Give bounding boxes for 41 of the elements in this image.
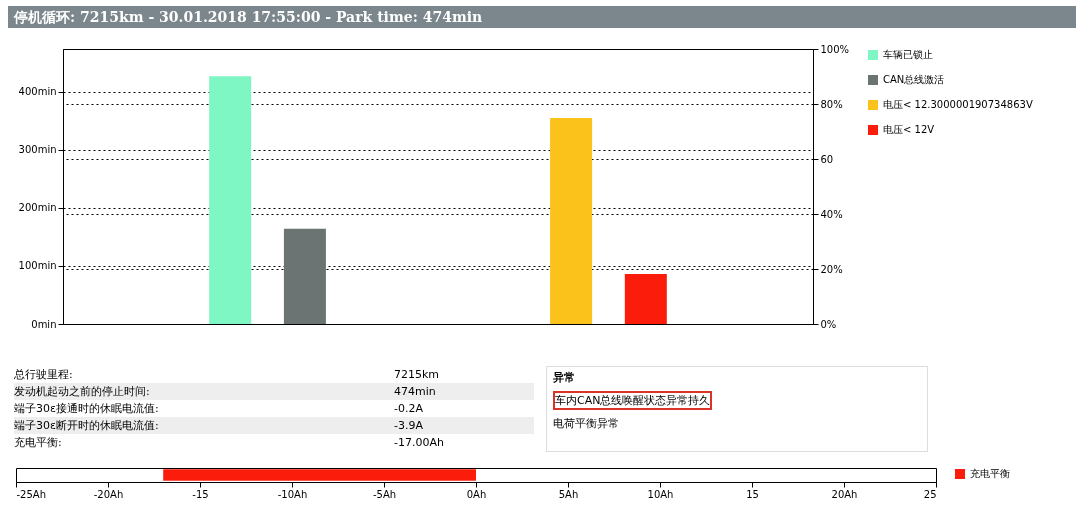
text: -0.2A <box>394 401 423 417</box>
x-tick-label: 15 <box>746 488 759 500</box>
y2-tick-label: 60 <box>820 153 834 165</box>
y2-tick-label: 100% <box>820 43 850 55</box>
y2-tick-label: 0% <box>820 318 837 330</box>
x-tick-label: 25 <box>923 488 937 500</box>
legend-label: 充电平衡 <box>970 468 1010 479</box>
text: 端子30ɛ接通时的休眠电流值: <box>14 401 160 417</box>
text: 充电平衡: <box>14 435 63 451</box>
x-tick-label: 10Ah <box>647 488 674 500</box>
chart-title: 停机循环: 7215km - 30.01.2018 17:55:00 - Park time: 474min <box>8 6 1076 28</box>
text: 异常 <box>552 370 576 386</box>
y-tick-label: 100min <box>18 260 57 272</box>
text: 电荷平衡异常 <box>552 416 620 432</box>
x-tick-label: -5Ah <box>372 488 397 500</box>
legend-label: 车辆已锁止 <box>883 49 933 60</box>
legend-label: 电压< 12.300000190734863V <box>883 99 1033 110</box>
y-tick-label: 0min <box>31 318 57 330</box>
text: 7215km <box>394 367 440 383</box>
legend-label: CAN总线激活 <box>883 74 945 85</box>
x-tick-label: 5Ah <box>558 488 579 500</box>
text: 发动机起动之前的停止时间: <box>14 384 151 400</box>
x-tick-label: 0Ah <box>466 488 487 500</box>
text: -17.00Ah <box>394 435 444 451</box>
text: -3.9A <box>394 418 423 434</box>
y2-tick-label: 40% <box>820 208 843 220</box>
x-tick-label: -20Ah <box>93 488 124 500</box>
text: 总行驶里程: <box>14 367 74 383</box>
x-tick-label: 20Ah <box>831 488 858 500</box>
legend-label: 电压< 12V <box>883 124 935 135</box>
x-tick-label: -15 <box>192 488 209 500</box>
y-tick-label: 300min <box>18 144 57 156</box>
y-tick-label: 400min <box>18 86 57 98</box>
y2-tick-label: 80% <box>820 98 843 110</box>
text: 端子30ɛ断开时的休眠电流值: <box>14 418 160 434</box>
y2-tick-label: 20% <box>820 263 843 275</box>
x-tick-label: -25Ah <box>16 488 47 500</box>
x-tick-label: -10Ah <box>277 488 308 500</box>
outline-frame: 车内CAN总线唤醒状态异常持久 <box>553 391 713 410</box>
y-tick-label: 200min <box>18 202 57 214</box>
text: 474min <box>394 384 436 400</box>
